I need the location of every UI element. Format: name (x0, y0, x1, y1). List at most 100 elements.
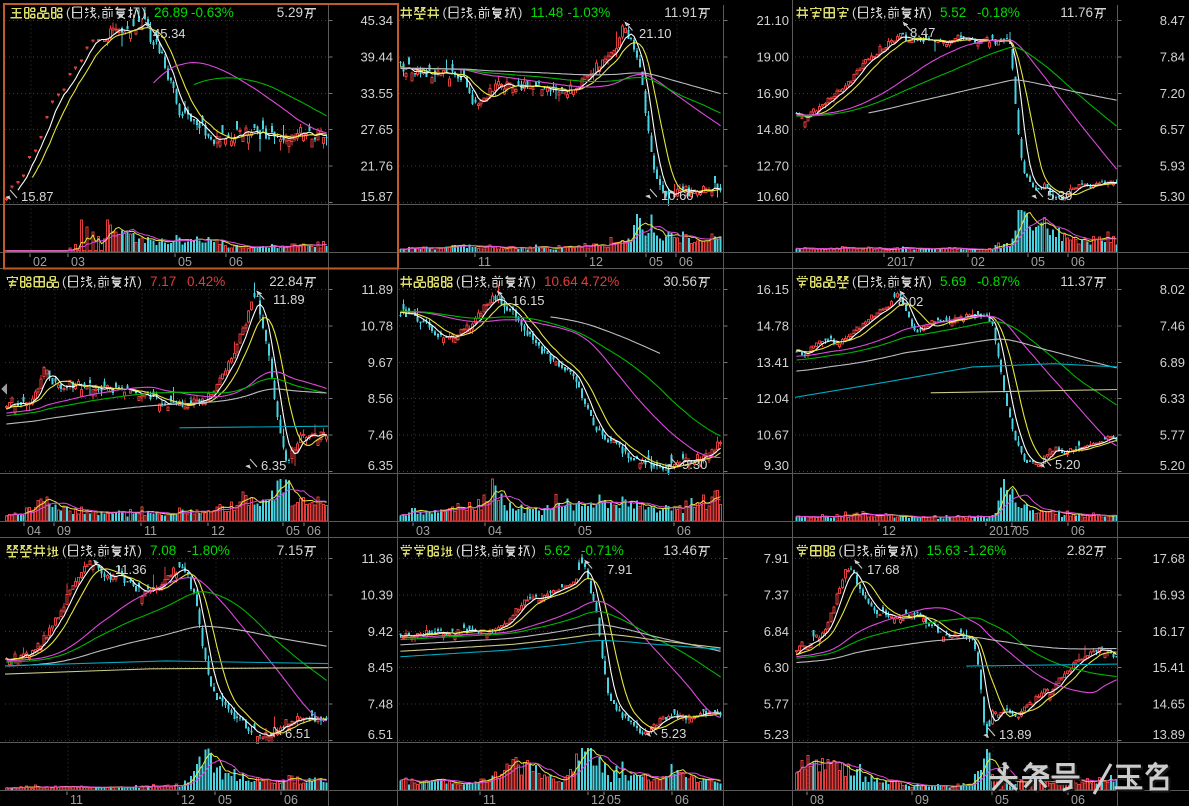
svg-text:): ) (532, 274, 536, 289)
svg-text:-0.63%: -0.63% (191, 5, 234, 20)
svg-text:05: 05 (178, 255, 192, 269)
svg-text:13.89: 13.89 (1152, 727, 1185, 742)
svg-text:6.35: 6.35 (261, 458, 286, 473)
svg-text:8.47: 8.47 (1160, 13, 1185, 28)
svg-text:): ) (138, 274, 142, 289)
svg-text:13.46: 13.46 (663, 543, 697, 558)
svg-text:11.91: 11.91 (664, 5, 697, 20)
svg-text:5.30: 5.30 (1047, 188, 1072, 203)
svg-text:06: 06 (1071, 524, 1085, 538)
svg-text:26.89: 26.89 (154, 5, 188, 20)
svg-text:04: 04 (488, 524, 502, 538)
svg-text:9.30: 9.30 (682, 457, 707, 472)
svg-text:16.17: 16.17 (1152, 624, 1185, 639)
svg-text:19.00: 19.00 (756, 49, 789, 64)
svg-text:6.51: 6.51 (368, 727, 393, 742)
svg-text:,: , (883, 274, 887, 289)
svg-text:,: , (93, 274, 97, 289)
svg-text:6.51: 6.51 (285, 726, 310, 741)
svg-text:10.64: 10.64 (544, 274, 578, 289)
svg-text:22.84: 22.84 (269, 274, 303, 289)
svg-text:06: 06 (229, 255, 243, 269)
svg-text:05: 05 (607, 793, 621, 806)
svg-text:5.29: 5.29 (277, 5, 303, 20)
svg-text:0.42%: 0.42% (187, 274, 225, 289)
svg-text:05: 05 (1015, 524, 1029, 538)
svg-text:(: ( (443, 5, 448, 20)
svg-text:6.30: 6.30 (764, 660, 789, 675)
svg-text:12.04: 12.04 (756, 391, 789, 406)
svg-text:06: 06 (679, 255, 693, 269)
svg-text:): ) (914, 543, 918, 558)
svg-text:2017: 2017 (989, 524, 1017, 538)
svg-text:6.89: 6.89 (1160, 355, 1185, 370)
svg-text:06: 06 (675, 793, 689, 806)
svg-text:-0.18%: -0.18% (977, 5, 1020, 20)
svg-text:16.93: 16.93 (1152, 587, 1185, 602)
svg-text:12: 12 (591, 793, 605, 806)
svg-text:15.87: 15.87 (21, 189, 54, 204)
svg-text:5.20: 5.20 (1055, 457, 1080, 472)
svg-text:(: ( (852, 274, 857, 289)
svg-text:7.84: 7.84 (1160, 49, 1185, 64)
svg-text:10.60: 10.60 (661, 188, 694, 203)
svg-text:5.62: 5.62 (544, 543, 570, 558)
svg-text:-1.26%: -1.26% (964, 543, 1007, 558)
svg-text:7.08: 7.08 (150, 543, 176, 558)
svg-text:21.10: 21.10 (639, 26, 672, 41)
svg-text:5.30: 5.30 (1160, 189, 1185, 204)
svg-text:7.20: 7.20 (1160, 86, 1185, 101)
svg-text:12: 12 (211, 524, 225, 538)
svg-text:15.63: 15.63 (927, 543, 961, 558)
svg-text:,: , (97, 5, 101, 20)
svg-text:6.84: 6.84 (764, 624, 789, 639)
svg-text:05: 05 (218, 793, 232, 806)
svg-text:06: 06 (284, 793, 298, 806)
svg-text:06: 06 (1071, 793, 1085, 806)
svg-text:): ) (518, 5, 522, 20)
svg-text:13.89: 13.89 (999, 727, 1032, 742)
svg-text:04: 04 (27, 524, 41, 538)
svg-text:5.20: 5.20 (1160, 458, 1185, 473)
svg-text:7.15: 7.15 (277, 543, 303, 558)
svg-text:5.77: 5.77 (764, 697, 789, 712)
svg-text:8.47: 8.47 (910, 25, 935, 40)
svg-text:2017: 2017 (887, 255, 915, 269)
svg-text:06: 06 (307, 524, 321, 538)
svg-text:11: 11 (70, 793, 83, 806)
svg-text:(: ( (66, 5, 71, 20)
svg-text:02: 02 (33, 255, 47, 269)
svg-text:16.15: 16.15 (512, 293, 545, 308)
svg-text:05: 05 (286, 524, 300, 538)
svg-text:16.90: 16.90 (756, 86, 789, 101)
svg-text:10.78: 10.78 (360, 318, 393, 333)
svg-text:,: , (487, 543, 491, 558)
svg-text:11: 11 (478, 255, 491, 269)
svg-text:17.68: 17.68 (1152, 551, 1185, 566)
svg-text:03: 03 (416, 524, 430, 538)
svg-text:10.60: 10.60 (756, 189, 789, 204)
svg-text:(: ( (852, 5, 857, 20)
svg-text:11.48: 11.48 (531, 5, 564, 20)
svg-text:14.78: 14.78 (756, 318, 789, 333)
svg-text:): ) (138, 543, 142, 558)
svg-text:-0.87%: -0.87% (977, 274, 1020, 289)
svg-text:7.17: 7.17 (150, 274, 176, 289)
svg-text:10.67: 10.67 (756, 428, 789, 443)
svg-text:11: 11 (483, 793, 496, 806)
svg-text:,: , (869, 543, 873, 558)
svg-text:7.91: 7.91 (607, 562, 632, 577)
svg-text:5.23: 5.23 (764, 727, 789, 742)
svg-text:15.41: 15.41 (1152, 660, 1185, 675)
svg-text:05: 05 (995, 793, 1009, 806)
svg-text:2.82: 2.82 (1067, 543, 1093, 558)
svg-text:05: 05 (578, 524, 592, 538)
svg-text:06: 06 (677, 524, 691, 538)
svg-text:6.33: 6.33 (1160, 391, 1185, 406)
svg-text:7.46: 7.46 (1160, 318, 1185, 333)
svg-text:11.89: 11.89 (361, 282, 393, 297)
svg-text:-0.71%: -0.71% (581, 543, 624, 558)
svg-text:,: , (93, 543, 97, 558)
svg-text:09: 09 (57, 524, 71, 538)
svg-text:12: 12 (181, 793, 195, 806)
